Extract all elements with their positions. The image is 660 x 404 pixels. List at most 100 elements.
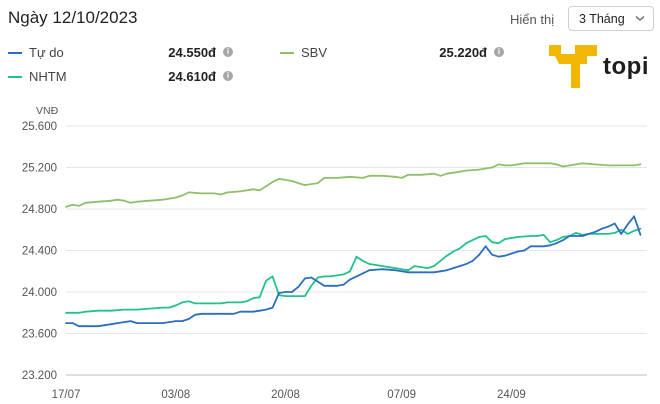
data-point bbox=[517, 163, 519, 166]
series-line bbox=[66, 215, 642, 328]
x-tick-label: 20/08 bbox=[271, 389, 300, 401]
data-point bbox=[362, 177, 364, 179]
data-point bbox=[465, 242, 468, 245]
data-point bbox=[78, 205, 80, 207]
data-point bbox=[536, 235, 539, 237]
legend-item-nhtm[interactable]: NHTM 24.610đ i bbox=[8, 69, 236, 85]
x-tick-label: 03/08 bbox=[161, 389, 190, 401]
data-point bbox=[433, 271, 435, 274]
data-point bbox=[213, 312, 216, 315]
data-point bbox=[232, 301, 235, 304]
data-point bbox=[174, 304, 177, 307]
data-point bbox=[491, 166, 493, 169]
data-point bbox=[594, 230, 597, 233]
data-point bbox=[129, 201, 132, 204]
data-point bbox=[271, 275, 274, 278]
data-point bbox=[207, 302, 209, 305]
data-point bbox=[381, 268, 384, 271]
data-point bbox=[510, 164, 513, 167]
data-point bbox=[297, 295, 300, 297]
data-point bbox=[97, 200, 100, 203]
chart-series bbox=[65, 162, 642, 328]
range-select[interactable]: 3 Tháng bbox=[568, 6, 654, 31]
data-point bbox=[97, 309, 100, 312]
data-point bbox=[562, 165, 564, 168]
data-point bbox=[245, 300, 248, 303]
data-point bbox=[613, 222, 616, 225]
data-point bbox=[265, 279, 267, 282]
data-point bbox=[291, 291, 293, 293]
data-point bbox=[375, 264, 377, 266]
data-point bbox=[78, 325, 80, 328]
data-point bbox=[517, 236, 519, 238]
logo-text: topi bbox=[603, 53, 649, 80]
data-point bbox=[226, 191, 229, 194]
data-point bbox=[600, 233, 603, 235]
data-point bbox=[458, 170, 461, 173]
data-point bbox=[174, 196, 177, 199]
legend-item-tu-do[interactable]: Tự do 24.550đ i bbox=[8, 45, 236, 61]
data-point bbox=[278, 292, 280, 294]
data-point bbox=[310, 284, 313, 287]
data-point bbox=[226, 301, 229, 304]
data-point bbox=[607, 164, 610, 167]
data-point bbox=[510, 252, 513, 255]
data-point bbox=[110, 323, 113, 326]
x-axis: 17/07 03/08 20/08 07/09 24/09 bbox=[52, 389, 526, 401]
legend-label-sbv: SBV bbox=[301, 45, 328, 60]
info-icon[interactable]: i bbox=[223, 47, 233, 57]
data-point bbox=[284, 179, 287, 181]
data-point bbox=[78, 311, 80, 314]
data-point bbox=[304, 277, 306, 280]
series-sbv bbox=[65, 162, 642, 208]
data-point bbox=[187, 191, 190, 194]
legend-value-tu-do: 24.550đ bbox=[168, 45, 216, 60]
data-point bbox=[349, 270, 351, 273]
series-line bbox=[65, 162, 641, 208]
data-point bbox=[400, 268, 403, 271]
data-point bbox=[323, 275, 326, 278]
data-point bbox=[368, 174, 371, 177]
data-point bbox=[465, 263, 468, 265]
data-point bbox=[400, 270, 403, 273]
data-point bbox=[355, 255, 358, 258]
data-point bbox=[252, 310, 255, 313]
data-point bbox=[323, 177, 326, 179]
data-point bbox=[194, 302, 197, 305]
info-icon[interactable]: i bbox=[223, 71, 233, 81]
data-point bbox=[84, 201, 87, 204]
data-point bbox=[497, 255, 500, 258]
y-tick-label: 24.800 bbox=[22, 204, 57, 216]
data-point bbox=[110, 199, 113, 202]
y-tick-label: 23.200 bbox=[22, 370, 57, 382]
y-tick-label: 24.000 bbox=[22, 287, 57, 299]
data-point bbox=[471, 239, 474, 242]
data-point bbox=[252, 297, 255, 300]
data-point bbox=[297, 182, 300, 185]
data-point bbox=[633, 164, 635, 167]
data-point bbox=[575, 163, 577, 166]
data-point bbox=[491, 253, 493, 256]
data-point bbox=[568, 164, 571, 167]
data-point bbox=[446, 172, 448, 175]
data-point bbox=[316, 182, 319, 185]
data-point bbox=[452, 250, 455, 253]
data-point bbox=[536, 162, 539, 165]
data-point bbox=[304, 184, 306, 187]
data-point bbox=[613, 164, 616, 167]
data-point bbox=[517, 250, 519, 253]
range-label: Hiển thị bbox=[510, 12, 555, 27]
data-point bbox=[555, 242, 558, 245]
data-point bbox=[84, 310, 87, 313]
data-point bbox=[304, 295, 306, 297]
data-point bbox=[116, 198, 119, 201]
data-point bbox=[323, 284, 326, 287]
info-icon[interactable]: i bbox=[494, 47, 504, 57]
legend-swatch-nhtm bbox=[8, 76, 22, 78]
data-point bbox=[258, 296, 261, 299]
data-point bbox=[575, 232, 577, 234]
legend-item-sbv[interactable]: SBV 25.220đ i bbox=[280, 45, 505, 61]
data-point bbox=[446, 254, 448, 257]
data-point bbox=[181, 194, 184, 197]
data-point bbox=[510, 237, 513, 239]
